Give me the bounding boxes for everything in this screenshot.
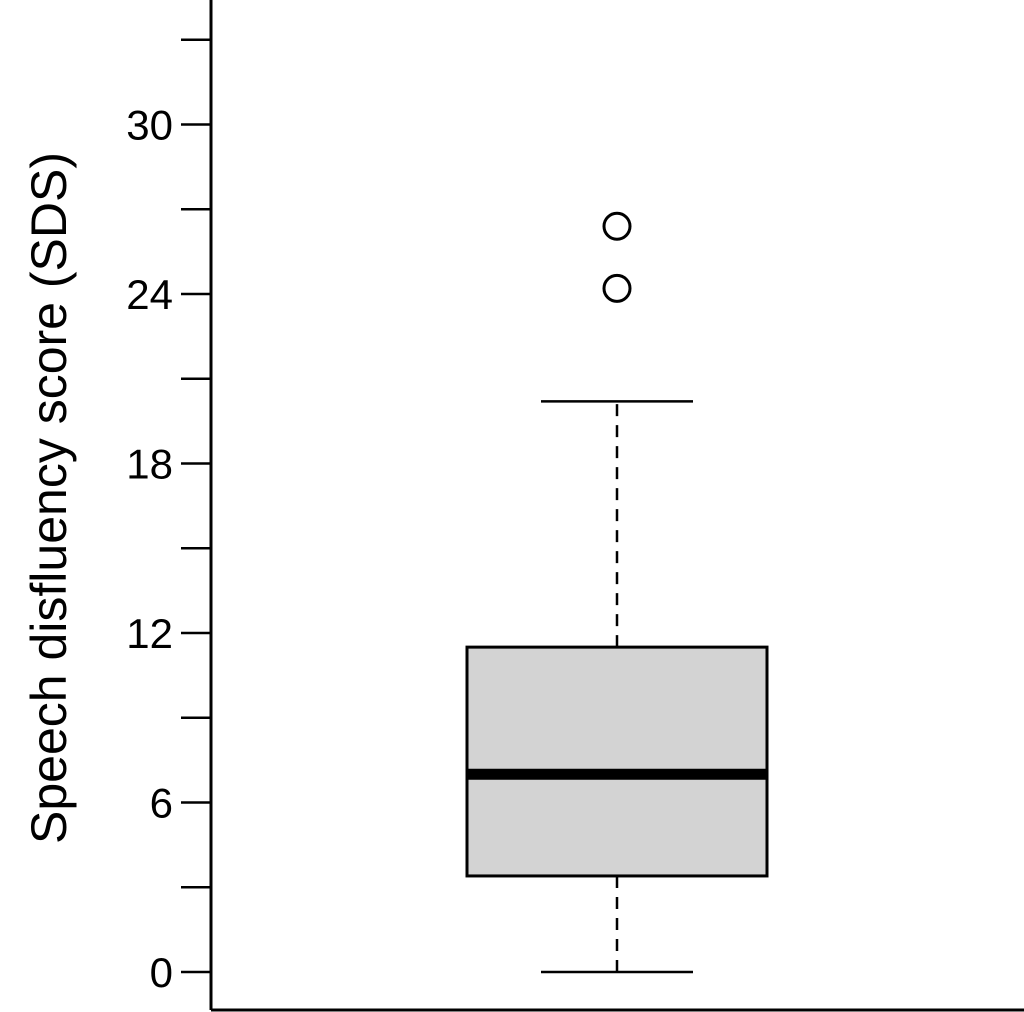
y-tick-label: 18 xyxy=(126,441,173,488)
y-ticks: 0 6 12 18 24 30 xyxy=(126,38,211,996)
y-axis-label: Speech disfluency score (SDS) xyxy=(21,152,77,844)
outlier-point xyxy=(602,211,632,241)
y-tick-label: 6 xyxy=(150,780,173,827)
y-tick-label: 24 xyxy=(126,271,173,318)
y-axis: 0 6 12 18 24 30 xyxy=(126,0,1024,1012)
box-plot xyxy=(465,211,769,974)
y-tick-label: 0 xyxy=(150,949,173,996)
outlier-point xyxy=(602,273,632,303)
y-tick-label: 12 xyxy=(126,610,173,657)
y-tick-label: 30 xyxy=(126,102,173,149)
interquartile-box xyxy=(465,645,769,878)
